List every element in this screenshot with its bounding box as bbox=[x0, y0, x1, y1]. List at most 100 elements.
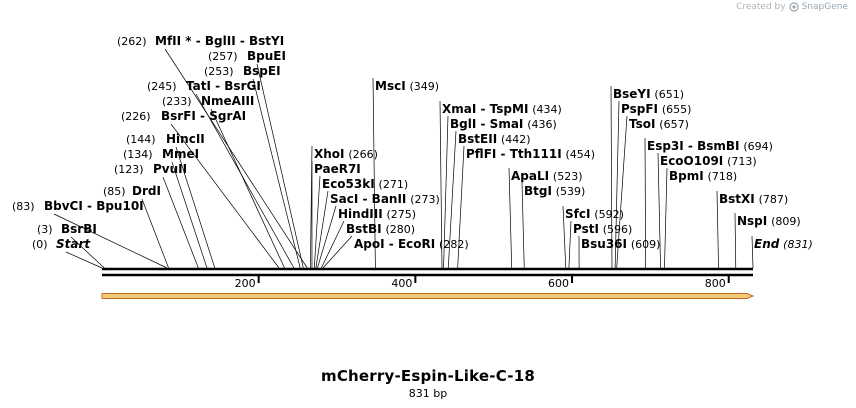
site-position: (253) bbox=[204, 65, 234, 78]
site-connector bbox=[568, 220, 572, 269]
axis-tick-label: 600 bbox=[548, 277, 569, 290]
enzyme-name: BstXI (787) bbox=[719, 192, 788, 206]
site-label[interactable]: XmaI - TspMI (434) bbox=[442, 102, 562, 116]
site-position: (694) bbox=[743, 140, 773, 153]
site-label[interactable]: (0) Start bbox=[32, 237, 91, 251]
site-connector bbox=[372, 77, 376, 269]
site-position: (713) bbox=[727, 155, 757, 168]
site-position: (651) bbox=[654, 88, 684, 101]
site-label[interactable]: (3) BsrBI bbox=[37, 222, 97, 236]
site-connector bbox=[252, 78, 301, 269]
site-connector bbox=[313, 175, 321, 269]
site-connector bbox=[175, 146, 216, 269]
site-label[interactable]: (233) NmeAIII bbox=[162, 94, 254, 108]
site-label[interactable]: (226) BsrFI - SgrAI bbox=[121, 109, 246, 123]
site-label[interactable]: MscI (349) bbox=[375, 79, 439, 93]
site-label[interactable]: PflFI - Tth111I (454) bbox=[466, 147, 595, 161]
enzyme-name-part: MmeI bbox=[162, 147, 199, 161]
site-label[interactable]: BstBI (280) bbox=[346, 222, 415, 236]
site-label[interactable]: (257) BpuEI bbox=[208, 49, 286, 63]
enzyme-name-part: SmaI bbox=[490, 117, 524, 131]
site-connector bbox=[657, 152, 661, 269]
enzyme-name: Start bbox=[56, 237, 91, 251]
enzyme-name: SacI - BanII (273) bbox=[330, 192, 440, 206]
site-label[interactable]: SfcI (592) bbox=[565, 207, 624, 221]
site-label[interactable]: BtgI (539) bbox=[524, 184, 585, 198]
site-position: (266) bbox=[348, 148, 378, 161]
enzyme-name: End (831) bbox=[754, 237, 813, 251]
site-label[interactable]: SacI - BanII (273) bbox=[330, 192, 440, 206]
site-label[interactable]: End (831) bbox=[754, 237, 813, 251]
site-connector bbox=[508, 167, 513, 269]
enzyme-name: Esp3I - BsmBI (694) bbox=[647, 139, 773, 153]
site-connectors bbox=[53, 48, 754, 269]
site-label[interactable]: ApaLI (523) bbox=[511, 169, 583, 183]
enzyme-name-part: BpmI bbox=[669, 169, 704, 183]
enzyme-name-part: MscI bbox=[375, 79, 406, 93]
site-connector bbox=[664, 167, 668, 269]
site-position: (718) bbox=[708, 170, 738, 183]
enzyme-name: BpuEI bbox=[247, 49, 286, 63]
site-label[interactable]: BstXI (787) bbox=[719, 192, 788, 206]
enzyme-name-part: BglII bbox=[205, 34, 236, 48]
site-label[interactable]: Esp3I - BsmBI (694) bbox=[647, 139, 773, 153]
site-label[interactable]: NspI (809) bbox=[737, 214, 801, 228]
enzyme-name: MscI (349) bbox=[375, 79, 439, 93]
site-label[interactable]: Bsu36I (609) bbox=[581, 237, 660, 251]
site-label[interactable]: (85) DrdI bbox=[103, 184, 161, 198]
site-label[interactable]: Eco53kI (271) bbox=[322, 177, 408, 191]
enzyme-name: SfcI (592) bbox=[565, 207, 624, 221]
enzyme-name-part: TatI bbox=[186, 79, 211, 93]
enzyme-name-part: SacI bbox=[330, 192, 358, 206]
sequence-backbone bbox=[102, 267, 753, 277]
enzyme-name: BspEI bbox=[243, 64, 281, 78]
site-position: (257) bbox=[208, 50, 238, 63]
site-label[interactable]: (245) TatI - BsrGI bbox=[147, 79, 261, 93]
enzyme-name: BsrBI bbox=[61, 222, 97, 236]
enzyme-name: PflFI - Tth111I (454) bbox=[466, 147, 595, 161]
site-position: (809) bbox=[771, 215, 801, 228]
site-label[interactable]: HindIII (275) bbox=[338, 207, 416, 221]
site-connector bbox=[70, 236, 105, 269]
site-label[interactable]: BpmI (718) bbox=[669, 169, 737, 183]
credit-prefix: Created by bbox=[736, 2, 786, 12]
enzyme-name: HindIII (275) bbox=[338, 207, 416, 221]
site-label[interactable]: (262) MfII * - BglII - BstYI bbox=[117, 34, 284, 48]
enzyme-name: PvuII bbox=[153, 162, 187, 176]
site-label[interactable]: ApoI - EcoRI (282) bbox=[354, 237, 469, 251]
enzyme-name-part: PstI bbox=[573, 222, 599, 236]
site-position: (123) bbox=[114, 163, 144, 176]
site-label[interactable]: (134) MmeI bbox=[123, 147, 199, 161]
site-connector bbox=[610, 85, 613, 269]
site-position: (592) bbox=[594, 208, 624, 221]
site-connector bbox=[141, 198, 169, 269]
site-label[interactable]: TsoI (657) bbox=[629, 117, 689, 131]
enzyme-name-part: BsrBI bbox=[61, 222, 97, 236]
site-label[interactable]: (123) PvuII bbox=[114, 162, 187, 176]
site-connector bbox=[616, 115, 628, 269]
site-label[interactable]: (144) HincII bbox=[126, 132, 205, 146]
enzyme-name: Bsu36I (609) bbox=[581, 237, 660, 251]
enzyme-name-part: Tth111I bbox=[510, 147, 562, 161]
site-connector bbox=[734, 212, 737, 269]
enzyme-name: XhoI (266) bbox=[314, 147, 378, 161]
feature-arrow[interactable] bbox=[101, 293, 755, 299]
enzyme-name-part: BanII bbox=[372, 192, 407, 206]
site-label[interactable]: PspFI (655) bbox=[621, 102, 691, 116]
site-label[interactable]: XhoI (266) bbox=[314, 147, 378, 161]
site-position: (134) bbox=[123, 148, 153, 161]
site-position: (262) bbox=[117, 35, 147, 48]
site-label[interactable]: BglI - SmaI (436) bbox=[450, 117, 557, 131]
site-label[interactable]: BseYI (651) bbox=[613, 87, 684, 101]
title-block: mCherry-Espin-Like-C-18 831 bp bbox=[0, 367, 856, 400]
enzyme-name-part: Eco53kI bbox=[322, 177, 375, 191]
site-connector bbox=[614, 100, 620, 269]
site-label[interactable]: (83) BbvCI - Bpu10I bbox=[12, 199, 144, 213]
site-connector bbox=[317, 205, 337, 269]
site-label[interactable]: PstI (596) bbox=[573, 222, 632, 236]
enzyme-name: BstBI (280) bbox=[346, 222, 415, 236]
site-label[interactable]: EcoO109I (713) bbox=[660, 154, 757, 168]
site-label[interactable]: PaeR7I bbox=[314, 162, 361, 176]
site-label[interactable]: (253) BspEI bbox=[204, 64, 281, 78]
site-label[interactable]: BstEII (442) bbox=[458, 132, 531, 146]
